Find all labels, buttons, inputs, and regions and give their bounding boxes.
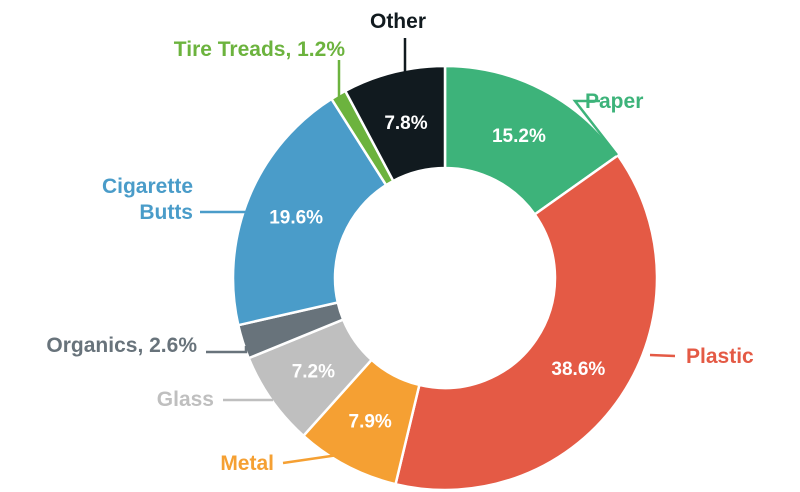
category-label-paper: Paper	[585, 90, 643, 113]
category-label-metal: Metal	[220, 452, 274, 475]
value-labels: 15.2% 38.6% 7.9% 7.2% 19.6% 7.8%	[269, 113, 605, 433]
value-label-glass: 7.2%	[292, 362, 335, 383]
category-label-cigarette-butts: Cigarette Butts	[102, 175, 193, 224]
value-label-metal: 7.9%	[349, 412, 392, 433]
slice-cigarette-butts	[231, 97, 388, 327]
leader-line-organics-2-6	[206, 346, 248, 354]
category-label-tire-treads-1-2: Tire Treads, 1.2%	[174, 38, 346, 61]
category-label-plastic: Plastic	[686, 345, 754, 368]
leader-line-metal	[282, 453, 339, 465]
slice-other	[343, 64, 447, 183]
donut-slices	[231, 64, 659, 492]
value-label-plastic: 38.6%	[551, 359, 605, 380]
category-label-organics-2-6: Organics, 2.6%	[46, 334, 197, 357]
leader-line-plastic	[649, 353, 676, 358]
value-label-paper: 15.2%	[492, 126, 546, 147]
value-label-other: 7.8%	[384, 113, 427, 134]
slice-plastic	[394, 153, 659, 492]
category-labels: Paper Plastic Metal Glass Organics, 2.6% Ciga…	[46, 10, 754, 475]
category-label-other: Other	[370, 10, 426, 33]
value-label-cigarette-butts: 19.6%	[269, 208, 323, 229]
leader-line-paper	[572, 99, 618, 156]
category-label-glass: Glass	[157, 388, 214, 411]
leader-lines	[200, 38, 676, 465]
